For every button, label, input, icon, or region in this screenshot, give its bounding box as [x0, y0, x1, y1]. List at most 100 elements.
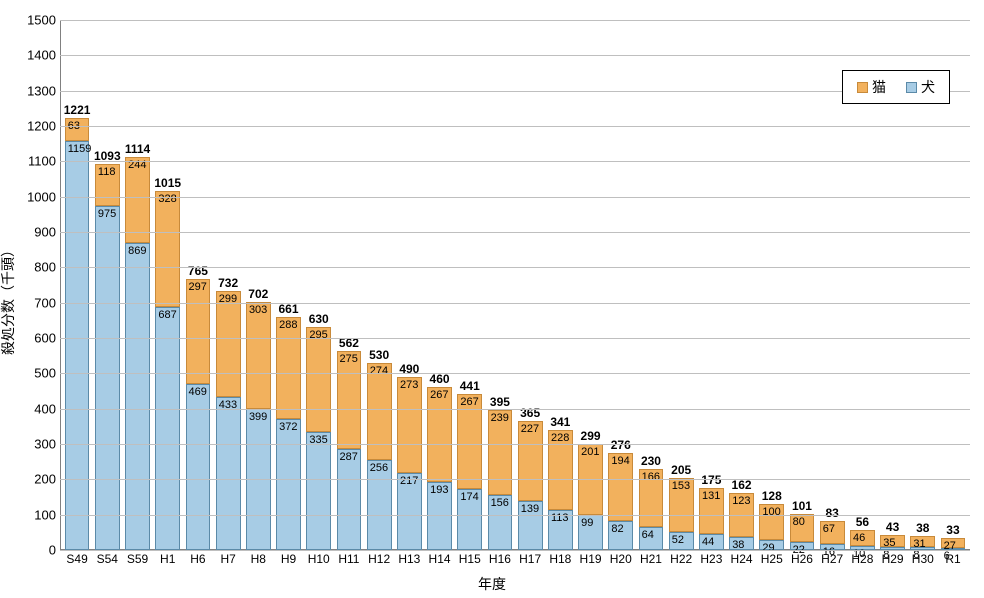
bar-segment-label: 123 [732, 495, 750, 507]
x-tick-label: H7 [220, 552, 235, 566]
x-tick-label: H15 [459, 552, 481, 566]
legend-label: 犬 [921, 77, 935, 97]
bar-total-label: 441 [460, 379, 480, 393]
bar-total-label: 341 [550, 415, 570, 429]
x-tick-label: H30 [912, 552, 934, 566]
bar-segment-label: 239 [491, 412, 509, 424]
bar-segment-cat: 46 [850, 530, 875, 546]
bar-segment-label: 31 [913, 538, 925, 550]
bar-segment-dog: 29 [759, 540, 784, 550]
bar-stack: 29999201 [578, 444, 603, 550]
bar-total-label: 395 [490, 395, 510, 409]
bar-segment-cat: 239 [488, 410, 513, 494]
bar-segment-dog: 44 [699, 534, 724, 550]
bar-segment-cat: 166 [639, 469, 664, 528]
bar-total-label: 38 [916, 521, 929, 535]
y-tick-label: 1400 [27, 48, 60, 63]
bar-segment-label: 67 [823, 523, 835, 535]
bar-stack: 12829100 [759, 504, 784, 550]
x-tick-label: H11 [338, 552, 359, 566]
bar-segment-dog: 975 [95, 206, 120, 551]
bar-segment-dog: 139 [518, 501, 543, 550]
bar-stack: 441174267 [457, 394, 482, 550]
bar-segment-dog: 372 [276, 419, 301, 550]
y-axis-title: 殺処分数（千頭） [0, 243, 18, 355]
x-tick-label: H25 [761, 552, 783, 566]
bar-group: 1114869244S59 [122, 20, 152, 550]
x-tick-label: S54 [97, 552, 118, 566]
bar-segment-cat: 227 [518, 421, 543, 501]
bar-segment-label: 469 [189, 386, 207, 398]
bar-group: 441174267H15 [455, 20, 485, 550]
x-tick-label: H10 [308, 552, 330, 566]
legend-swatch [906, 82, 917, 93]
legend: 猫犬 [842, 70, 950, 104]
bar-group: 16238123H24 [726, 20, 756, 550]
grid-line [60, 338, 970, 339]
bar-stack: 831667 [820, 521, 845, 550]
bar-segment-label: 64 [642, 529, 654, 541]
bar-segment-dog: 869 [125, 243, 150, 550]
x-tick-label: H22 [670, 552, 692, 566]
bar-segment-label: 297 [189, 281, 207, 293]
bar-segment-cat: 100 [759, 504, 784, 539]
bar-segment-dog: 113 [548, 510, 573, 550]
bar-stack: 1012280 [790, 514, 815, 550]
bar-total-label: 702 [248, 287, 268, 301]
bar-segment-cat: 228 [548, 430, 573, 511]
grid-line [60, 550, 970, 551]
bar-total-label: 1114 [125, 142, 150, 156]
x-tick-label: H18 [549, 552, 571, 566]
bar-segment-cat: 63 [65, 118, 90, 140]
bar-segment-dog: 38 [729, 537, 754, 550]
bar-segment-label: 273 [400, 379, 418, 391]
bar-segment-dog: 64 [639, 527, 664, 550]
grid-line [60, 409, 970, 410]
bar-segment-cat: 288 [276, 317, 301, 419]
grid-line [60, 444, 970, 445]
grid-line [60, 20, 970, 21]
grid-line [60, 303, 970, 304]
bar-group: 341113228H18 [545, 20, 575, 550]
bar-stack: 23064166 [639, 469, 664, 550]
bar-group: 702399303H8 [243, 20, 273, 550]
legend-item-cat: 猫 [857, 77, 886, 97]
bar-segment-label: 82 [611, 523, 623, 535]
bar-segment-label: 156 [491, 497, 509, 509]
bar-stack: 27682194 [608, 453, 633, 551]
grid-line [60, 91, 970, 92]
bar-total-label: 205 [671, 463, 691, 477]
bar-segment-label: 153 [672, 480, 690, 492]
bar-segment-dog: 22 [790, 542, 815, 550]
bar-total-label: 33 [946, 523, 959, 537]
bar-group: 23064166H21 [636, 20, 666, 550]
bar-segment-dog: 52 [669, 532, 694, 550]
bar-segment-label: 80 [793, 516, 805, 528]
x-tick-label: S59 [127, 552, 148, 566]
bar-segment-label: 1159 [68, 143, 92, 155]
grid-line [60, 126, 970, 127]
bar-stack: 1221115963 [65, 118, 90, 550]
bar-segment-label: 35 [883, 537, 895, 549]
bar-total-label: 630 [309, 312, 329, 326]
bar-segment-label: 217 [400, 475, 418, 487]
bar-total-label: 1221 [64, 103, 91, 117]
bar-segment-label: 99 [581, 517, 593, 529]
x-axis-title: 年度 [478, 574, 506, 594]
y-tick-label: 1500 [27, 13, 60, 28]
bar-stack: 490217273 [397, 377, 422, 550]
bar-total-label: 732 [218, 276, 238, 290]
bar-segment-label: 194 [611, 455, 629, 467]
bar-segment-label: 869 [128, 245, 146, 257]
x-tick-label: H17 [519, 552, 541, 566]
bar-segment-label: 38 [732, 539, 744, 551]
bar-segment-label: 131 [702, 490, 720, 502]
bar-stack: 460193267 [427, 387, 452, 550]
bar-segment-dog: 256 [367, 460, 392, 550]
y-tick-label: 1300 [27, 83, 60, 98]
x-tick-label: S49 [66, 552, 87, 566]
y-tick-label: 800 [34, 260, 60, 275]
bar-stack: 630335295 [306, 327, 331, 550]
bar-segment-cat: 303 [246, 302, 271, 409]
bar-segment-label: 274 [370, 365, 388, 377]
